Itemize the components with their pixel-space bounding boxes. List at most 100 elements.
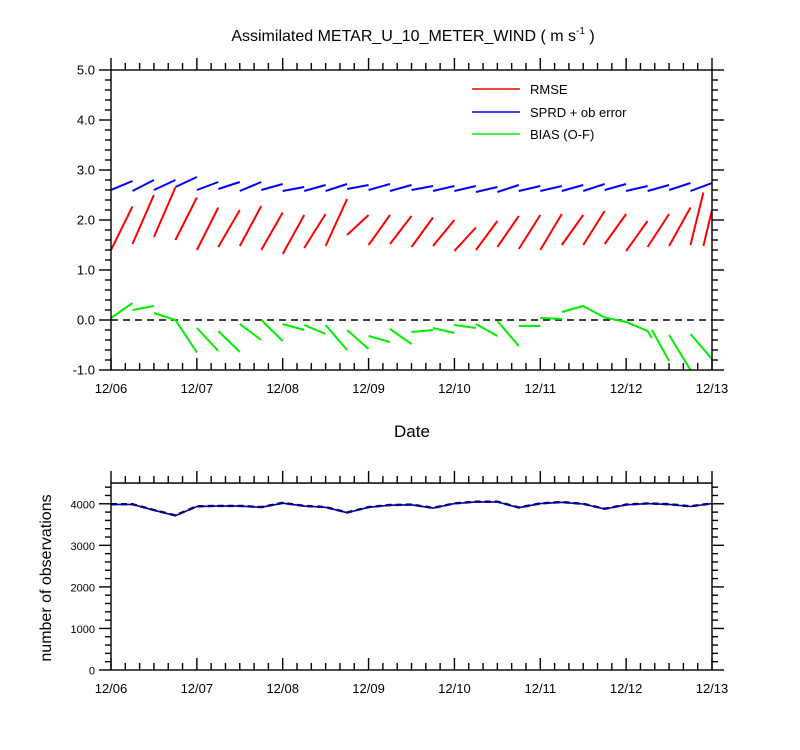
series-rmse-segment-20 [539, 213, 563, 251]
series-bias-o-f-segment-6 [260, 319, 284, 342]
bottom-axes-layer: 12/06 12/07 12/08 12/09 12/10 12/11 12/12 12/13… [71, 471, 728, 696]
series-sprd-ob-error-segment-8 [282, 186, 305, 192]
series-bias-o-f-segment-10 [346, 329, 370, 350]
series-rmse-segment-10 [324, 198, 349, 247]
series-bias-o-f-segment-3 [196, 327, 220, 352]
series-rmse-segment-27 [689, 192, 705, 246]
series-bias-o-f-segment-11 [368, 335, 391, 343]
y-tick-label: 3.0 [77, 163, 95, 178]
series-bias-o-f-segment-20 [561, 304, 653, 339]
series-sprd-ob-error-segment-2 [153, 179, 176, 191]
series-rmse-segment-22 [582, 210, 606, 246]
series-rmse-segment-12 [367, 214, 391, 246]
x-tick-label: 12/06 [95, 681, 128, 696]
series-sprd-ob-error-segment-19 [518, 185, 541, 192]
x-tick-label: 12/10 [438, 381, 471, 396]
y-tick-label: 4.0 [77, 113, 95, 128]
series-bias-o-f-segment-5 [239, 323, 262, 341]
series-sprd-ob-error-segment-24 [625, 185, 648, 192]
series-rmse-segment-1 [131, 194, 155, 245]
series-sprd-ob-error-segment-4 [196, 181, 219, 191]
y-tick-label: 0 [89, 666, 95, 678]
top-series-layer [111, 176, 712, 370]
series-sprd-ob-error-segment-9 [303, 184, 326, 192]
series-sprd-ob-error-segment-25 [647, 184, 670, 192]
series-rmse-segment-24 [625, 220, 649, 252]
x-tick-label: 12/08 [266, 381, 299, 396]
series-rmse-segment-19 [517, 214, 542, 250]
y-tick-label: 1000 [71, 624, 95, 636]
series-rmse-segment-25 [646, 213, 670, 248]
y-tick-label: 2.0 [77, 213, 95, 228]
y-tick-label: 3000 [71, 541, 95, 553]
series-bias-o-f-segment-1 [132, 305, 155, 311]
series-rmse-segment-5 [217, 209, 241, 248]
top-axes-layer: 12/06 12/07 12/08 12/09 12/10 12/11 12/12 12/13… [73, 58, 728, 396]
series-sprd-ob-error-segment-10 [325, 183, 348, 192]
series-bias-o-f-segment-14 [432, 327, 455, 334]
series-rmse-segment-21 [560, 214, 585, 246]
y-tick-label: 1.0 [77, 263, 95, 278]
series-rmse-segment-11 [346, 214, 370, 236]
y-tick-label: 4000 [71, 499, 95, 511]
y-tick-label: 0.0 [77, 313, 95, 328]
bottom-series-layer [111, 483, 712, 517]
series-bias-o-f-segment-23 [689, 333, 712, 360]
series-bias-o-f-segment-7 [282, 323, 305, 331]
series-bias-o-f-segment-15 [454, 324, 477, 329]
x-tick-label: 12/09 [352, 681, 385, 696]
x-tick-label: 12/10 [438, 681, 471, 696]
series-sprd-ob-error-segment-5 [217, 181, 241, 190]
series-bias-o-f-segment-12 [389, 328, 413, 345]
series-bias-o-f-segment-19 [540, 317, 562, 320]
series-rmse-segment-6 [238, 205, 263, 247]
legend-label-bias: BIAS (O-F) [530, 127, 594, 142]
series-bias-o-f-segment-16 [475, 323, 498, 337]
series-sprd-ob-error-segment-1 [132, 179, 155, 192]
x-tick-label: 12/11 [524, 381, 556, 396]
x-tick-label: 12/07 [181, 681, 214, 696]
series-rmse-segment-13 [389, 215, 413, 245]
series-rmse-segment-17 [475, 220, 499, 251]
series-rmse-segment-23 [603, 213, 627, 245]
series-bias-o-f-segment-0 [111, 302, 134, 319]
series-sprd-ob-error-segment-6 [239, 181, 262, 192]
series-bias-o-f-segment-4 [217, 330, 241, 353]
series-sprd-ob-error-segment-11 [346, 184, 369, 190]
series-sprd-ob-error-segment-13 [389, 184, 412, 192]
x-axis-title: Date [394, 422, 430, 441]
series-rmse-segment-7 [260, 212, 284, 251]
y-tick-label: 5.0 [77, 63, 95, 78]
series-rmse-segment-18 [496, 215, 520, 248]
legend: RMSE SPRD + ob error BIAS (O-F) [472, 82, 627, 142]
series-observations-used [111, 501, 712, 517]
series-sprd-ob-error-segment-27 [690, 182, 712, 192]
series-sprd-ob-error-segment-14 [411, 185, 434, 191]
x-tick-label: 12/08 [266, 681, 299, 696]
x-tick-label: 12/06 [95, 381, 128, 396]
series-sprd-ob-error-segment-17 [475, 186, 498, 193]
series-sprd-ob-error-segment-12 [368, 183, 391, 191]
series-rmse-segment-26 [668, 207, 692, 247]
series-sprd-ob-error-segment-21 [561, 184, 584, 192]
series-rmse-segment-8 [281, 214, 306, 255]
series-bias-o-f-segment-8 [303, 324, 326, 335]
series-rmse-segment-9 [303, 213, 327, 249]
series-rmse-segment-4 [196, 207, 220, 251]
series-sprd-ob-error-segment-18 [497, 184, 520, 193]
series-sprd-ob-error-segment-20 [540, 185, 563, 192]
plot-area-0 [111, 176, 712, 370]
series-sprd-ob-error-segment-0 [111, 180, 133, 191]
series-rmse-segment-3 [174, 197, 198, 241]
legend-label-rmse: RMSE [530, 82, 568, 97]
series-rmse-segment-16 [453, 226, 477, 252]
series-bias-o-f-segment-21 [651, 329, 670, 362]
series-rmse-segment-15 [432, 219, 456, 247]
y-tick-label: -1.0 [73, 363, 95, 378]
plot-area-1 [111, 483, 712, 517]
x-tick-label: 12/11 [524, 681, 556, 696]
series-sprd-ob-error-segment-23 [604, 183, 627, 191]
series-sprd-ob-error-segment-3 [174, 176, 198, 188]
series-rmse-segment-14 [410, 216, 434, 248]
